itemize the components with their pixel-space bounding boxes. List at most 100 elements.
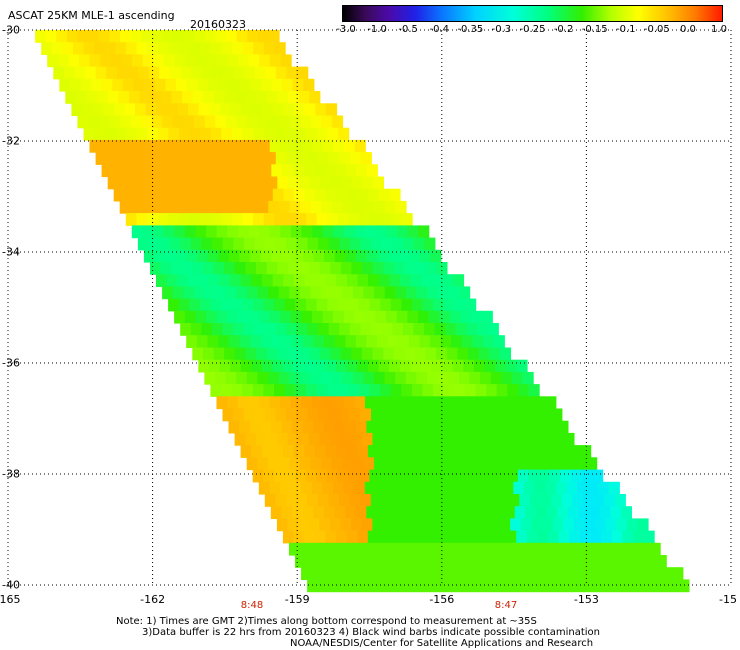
heatmap-cell bbox=[649, 542, 661, 556]
heatmap-cell bbox=[168, 213, 180, 226]
heatmap-cell bbox=[51, 42, 63, 55]
heatmap-cell bbox=[408, 420, 420, 434]
heatmap-cell bbox=[325, 188, 337, 202]
heatmap-cell bbox=[175, 78, 188, 92]
heatmap-cell bbox=[269, 310, 281, 324]
heatmap-cell bbox=[142, 225, 154, 239]
heatmap-cell bbox=[107, 91, 119, 104]
heatmap-cell bbox=[548, 445, 560, 458]
heatmap-cell bbox=[452, 530, 464, 544]
heatmap-cell bbox=[375, 225, 387, 239]
heatmap-cell bbox=[372, 518, 384, 532]
heatmap-cell bbox=[210, 213, 222, 226]
colorbar-tick-label: -0.1 bbox=[615, 24, 636, 35]
heatmap-cell bbox=[278, 200, 290, 214]
heatmap-cell bbox=[186, 78, 198, 92]
heatmap-cell bbox=[545, 567, 557, 580]
heatmap-cell bbox=[436, 432, 448, 446]
heatmap-cell bbox=[545, 481, 557, 495]
heatmap-cell bbox=[570, 555, 582, 568]
heatmap-cell bbox=[449, 481, 461, 495]
heatmap-cell bbox=[569, 530, 581, 544]
heatmap-cell bbox=[248, 396, 260, 410]
heatmap-cell bbox=[430, 335, 442, 348]
heatmap-cell bbox=[345, 335, 357, 348]
heatmap-cell bbox=[401, 384, 413, 397]
heatmap-cell bbox=[154, 78, 166, 92]
heatmap-cell bbox=[598, 567, 610, 580]
heatmap-cell bbox=[304, 103, 316, 117]
heatmap-cell bbox=[249, 420, 261, 434]
heatmap-cell bbox=[502, 396, 514, 410]
heatmap-cell bbox=[213, 176, 225, 190]
heatmap-cell bbox=[360, 323, 372, 336]
y-tick-label: -30 bbox=[2, 23, 20, 37]
heatmap-cell bbox=[144, 164, 156, 178]
heatmap-cell bbox=[222, 152, 234, 165]
heatmap-cell bbox=[333, 310, 345, 324]
heatmap-cell bbox=[427, 371, 439, 385]
heatmap-cell bbox=[189, 42, 201, 55]
heatmap-cell bbox=[442, 530, 454, 544]
heatmap-cell bbox=[268, 30, 280, 43]
heatmap-cell bbox=[646, 579, 658, 593]
heatmap-cell bbox=[338, 579, 351, 593]
heatmap-cell bbox=[560, 555, 572, 568]
heatmap-cell bbox=[457, 518, 469, 532]
y-tick-label: -40 bbox=[2, 578, 20, 592]
heatmap-cell bbox=[148, 237, 160, 251]
heatmap-cell bbox=[281, 420, 293, 434]
heatmap-cell bbox=[275, 494, 287, 507]
heatmap-cell bbox=[280, 481, 292, 495]
heatmap-cell bbox=[422, 298, 434, 312]
heatmap-cell bbox=[85, 66, 97, 80]
heatmap-cell bbox=[115, 127, 127, 141]
heatmap-cell bbox=[416, 457, 428, 471]
heatmap-cell bbox=[163, 225, 175, 239]
heatmap-cell bbox=[316, 469, 328, 483]
heatmap-cell bbox=[643, 530, 655, 544]
heatmap-cell bbox=[404, 518, 416, 532]
heatmap-cell bbox=[156, 188, 168, 202]
heatmap-cell bbox=[234, 176, 247, 190]
heatmap-cell bbox=[286, 323, 298, 336]
heatmap-cell bbox=[292, 506, 304, 519]
heatmap-cell bbox=[63, 66, 76, 80]
heatmap-cell bbox=[145, 188, 157, 202]
heatmap-cell bbox=[452, 274, 465, 287]
heatmap-cell bbox=[327, 213, 339, 226]
heatmap-cell bbox=[401, 469, 413, 483]
heatmap-cell bbox=[380, 384, 392, 397]
heatmap-cell bbox=[165, 78, 177, 92]
heatmap-cell bbox=[287, 432, 299, 446]
heatmap-cell bbox=[191, 152, 203, 165]
heatmap-cell bbox=[100, 139, 112, 153]
heatmap-cell bbox=[549, 469, 561, 483]
heatmap-cell bbox=[66, 30, 79, 43]
heatmap-cell bbox=[305, 384, 317, 397]
heatmap-cell bbox=[362, 176, 374, 190]
heatmap-cell bbox=[116, 66, 129, 80]
heatmap-cell bbox=[416, 542, 428, 556]
heatmap-cell bbox=[171, 262, 183, 275]
heatmap-cell bbox=[222, 408, 234, 422]
heatmap-cell bbox=[359, 213, 371, 226]
heatmap-cell bbox=[213, 262, 225, 275]
heatmap-cell bbox=[457, 347, 469, 361]
heatmap-cell bbox=[216, 310, 228, 324]
heatmap-cell bbox=[517, 555, 529, 568]
heatmap-cell bbox=[307, 494, 319, 507]
heatmap-cell bbox=[532, 542, 545, 556]
heatmap-cell bbox=[103, 103, 115, 117]
heatmap-cell bbox=[262, 274, 274, 287]
heatmap-cell bbox=[317, 408, 330, 422]
heatmap-cell bbox=[259, 54, 271, 68]
heatmap-cell bbox=[519, 579, 531, 593]
heatmap-cell bbox=[566, 567, 578, 580]
heatmap-cell bbox=[351, 347, 363, 361]
heatmap-cell bbox=[337, 384, 349, 397]
heatmap-cell bbox=[138, 66, 150, 80]
heatmap-cell bbox=[209, 274, 221, 287]
heatmap-cell bbox=[101, 164, 113, 178]
heatmap-cell bbox=[358, 555, 370, 568]
